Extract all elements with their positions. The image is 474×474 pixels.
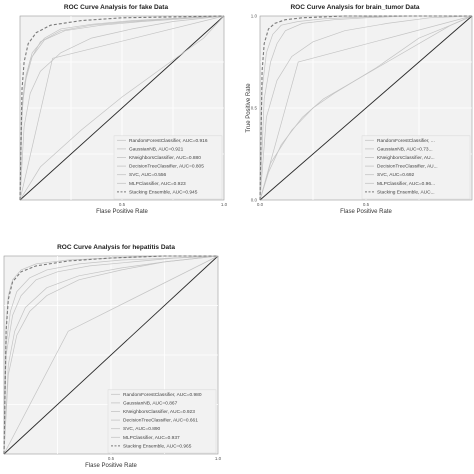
roc-chart-hepatitis: ROC Curve Analysis for hepatitis Data 0.5…	[3, 244, 222, 469]
legend-entry: DecisionTreeClassifier, AU...	[377, 164, 438, 170]
roc-curve-3	[3, 255, 219, 455]
x-tick-label: 0.5	[119, 202, 126, 207]
x-tick-label: 1.0	[221, 202, 228, 207]
legend-entry: MLPClassifier, AUC=0.96...	[377, 181, 435, 187]
roc-curve-5	[3, 255, 219, 455]
legend-entry: GaussianNB, AUC=0.867	[123, 400, 178, 406]
legend-entry: GaussianNB, AUC=0.73...	[377, 146, 433, 152]
y-tick-label: 1.0	[251, 14, 258, 19]
legend-entry: DecisionTreeClassifier, AUC=0.805	[129, 164, 204, 170]
y-tick-label: 0.5	[251, 106, 258, 111]
legend-entry: Stacking Ensemble, AUC=0.945	[129, 189, 198, 195]
roc-panel-hepatitis: ROC Curve Analysis for hepatitis Data 0.5…	[0, 238, 232, 474]
roc-curve-3	[259, 15, 473, 201]
x-axis-label: Flase Positive Rate	[340, 209, 392, 215]
legend-entry: Stacking Ensemble, AUC=0.965	[123, 443, 192, 449]
legend-entry: Stacking Ensemble, AUC...	[377, 189, 435, 195]
roc-curve-6	[259, 15, 472, 201]
roc-curve-1	[19, 15, 225, 201]
roc-curve-4	[3, 255, 219, 455]
roc-curve-1	[3, 255, 219, 455]
x-axis-label: Flase Positive Rate	[96, 209, 148, 215]
roc-curve-5	[259, 15, 472, 201]
legend-entry: DecisionTreeClassifier, AUC=0.661	[123, 418, 198, 424]
legend-entry: RandomForestClassifier, ...	[377, 138, 435, 144]
legend-box	[361, 135, 471, 200]
roc-panel-brain-tumor: ROC Curve Analysis for brain_tumor Data 0…	[236, 0, 474, 232]
roc-chart-brain-tumor: ROC Curve Analysis for brain_tumor Data 0…	[246, 4, 473, 215]
roc-curve-2	[259, 15, 473, 201]
roc-curve-2	[3, 255, 219, 455]
x-tick-label: 1.0	[215, 456, 222, 461]
x-tick-label: 0.5	[108, 456, 115, 461]
roc-curve-5	[19, 15, 225, 201]
x-axis-label: Flase Positive Rate	[85, 463, 137, 469]
roc-curve-4	[259, 15, 473, 201]
y-axis-label: True Positive Rate	[246, 83, 252, 133]
roc-curve-4	[19, 15, 225, 201]
roc-curve-0	[3, 255, 218, 455]
legend-box	[113, 135, 223, 200]
legend-entry: KNeighborsClassifier, AUC=0.923	[123, 409, 195, 415]
legend-entry: SVC, AUC=0.556	[129, 172, 167, 178]
legend-entry: MLPClassifier, AUC=0.937	[123, 435, 180, 441]
chart-title: ROC Curve Analysis for fake Data	[64, 4, 169, 11]
legend-entry: MLPClassifier, AUC=0.923	[129, 181, 186, 187]
roc-curve-0	[259, 15, 472, 201]
diagonal-reference-line	[3, 255, 219, 455]
legend-entry: SVC, AUC=0.692	[377, 172, 415, 178]
chart-title: ROC Curve Analysis for brain_tumor Data	[290, 4, 419, 11]
legend-entry: RandomForestClassifier, AUC=0.980	[123, 392, 202, 398]
legend-entry: KNeighborsClassifier, AU...	[377, 155, 435, 161]
chart-title: ROC Curve Analysis for hepatitis Data	[57, 244, 175, 251]
diagonal-reference-line	[259, 15, 473, 201]
x-tick-label: 0.0	[257, 202, 264, 207]
roc-curve-2	[19, 15, 225, 201]
roc-curve-3	[19, 15, 225, 201]
legend-entry: KNeighborsClassifier, AUC=0.880	[129, 155, 201, 161]
x-tick-label: 0.5	[363, 202, 370, 207]
diagonal-reference-line	[19, 15, 225, 201]
legend-entry: GaussianNB, AUC=0.921	[129, 146, 184, 152]
legend-box	[107, 389, 217, 454]
legend-entry: RandomForestClassifier, AUC=0.916	[129, 138, 208, 144]
roc-chart-fake: ROC Curve Analysis for fake Data 0.5 1.0 Fl…	[19, 4, 228, 215]
roc-panel-fake: ROC Curve Analysis for fake Data 0.5 1.0 Fl…	[0, 0, 232, 232]
y-tick-label: 0.0	[251, 198, 258, 203]
legend-entry: SVC, AUC=0.890	[123, 426, 161, 432]
